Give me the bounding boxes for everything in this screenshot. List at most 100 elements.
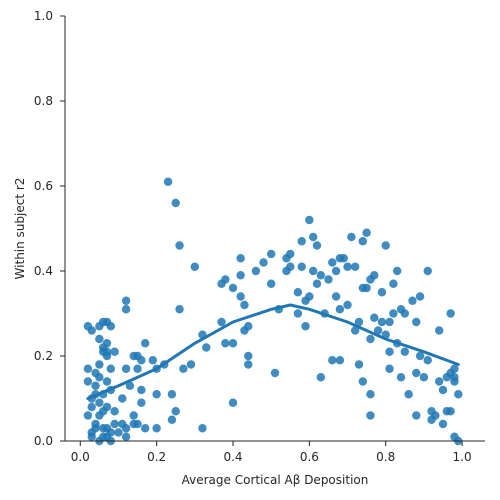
data-point (83, 364, 93, 373)
data-point (110, 407, 119, 416)
data-point (202, 343, 211, 352)
data-point (450, 373, 459, 382)
data-point (198, 424, 207, 433)
data-point (412, 411, 421, 420)
data-point (438, 385, 448, 395)
data-point (121, 432, 131, 441)
data-point (350, 262, 360, 271)
data-point (133, 419, 142, 429)
data-point (293, 309, 303, 318)
data-point (400, 347, 410, 356)
x-tick-label: 0.4 (223, 450, 242, 464)
data-point (446, 407, 455, 416)
data-point (102, 351, 112, 361)
data-point (121, 296, 131, 305)
data-point (347, 232, 356, 242)
data-point (373, 326, 383, 335)
data-point (366, 411, 375, 420)
data-point (354, 360, 364, 369)
data-point (415, 351, 425, 361)
data-point (83, 411, 93, 420)
data-point (404, 390, 413, 399)
data-point (423, 356, 432, 365)
data-point (228, 283, 238, 293)
data-point (179, 364, 188, 373)
data-point (171, 198, 180, 208)
data-point (335, 305, 345, 314)
data-point (286, 249, 295, 259)
data-point (362, 228, 371, 237)
data-point (370, 313, 379, 322)
y-tick-label: 0.8 (34, 94, 53, 108)
x-tick-label: 0.8 (376, 450, 395, 464)
x-tick-label: 0.0 (71, 450, 90, 464)
data-point (137, 385, 146, 395)
data-point (91, 381, 100, 390)
trend-line (86, 303, 460, 400)
x-axis-label: Average Cortical Aβ Deposition (182, 473, 369, 487)
data-point (106, 364, 116, 373)
data-point (362, 283, 371, 293)
data-point (266, 249, 276, 259)
data-point (152, 390, 161, 399)
data-point (377, 288, 387, 297)
data-point (244, 360, 253, 369)
data-point (87, 326, 96, 335)
data-point (102, 402, 112, 412)
data-point (305, 292, 314, 301)
data-point (251, 266, 261, 276)
x-axis-ticks: 0.0 0.2 0.4 0.6 0.8 1.0 (71, 441, 472, 464)
data-point (297, 237, 306, 246)
data-point (240, 300, 249, 310)
data-point (354, 317, 364, 327)
data-point (343, 262, 352, 271)
data-point (217, 317, 226, 327)
x-tick-label: 0.6 (300, 450, 319, 464)
data-point (106, 428, 116, 437)
data-point (389, 309, 398, 318)
data-point (370, 271, 379, 280)
data-point (110, 347, 119, 356)
data-point (408, 296, 417, 305)
data-point (350, 326, 360, 335)
data-point (137, 398, 146, 407)
data-point (121, 364, 131, 373)
data-point (454, 390, 463, 399)
data-point (331, 266, 341, 276)
data-point (438, 419, 448, 429)
data-point (175, 241, 184, 250)
data-point (87, 432, 96, 441)
data-point (175, 305, 184, 314)
data-point (95, 360, 104, 369)
data-point (221, 275, 230, 284)
data-point (381, 241, 390, 250)
data-point (339, 254, 348, 263)
data-point (140, 424, 150, 433)
data-point (95, 398, 104, 407)
data-point (228, 398, 238, 407)
data-point (95, 334, 104, 344)
data-point (434, 326, 444, 335)
data-point (297, 262, 306, 271)
data-point (385, 347, 394, 356)
data-point (385, 364, 394, 373)
data-point (114, 428, 123, 437)
data-point (125, 381, 135, 390)
data-point (328, 258, 337, 267)
data-point (396, 373, 406, 382)
data-point (118, 394, 127, 403)
data-point (446, 309, 455, 318)
data-point (190, 262, 200, 271)
data-point (366, 390, 375, 399)
data-point (137, 356, 146, 365)
data-point (236, 292, 245, 301)
y-axis-label: Within subject r2 (13, 178, 27, 280)
data-point (434, 377, 444, 386)
data-point (236, 271, 245, 280)
data-point (301, 322, 310, 331)
data-point (87, 402, 96, 412)
data-point (110, 419, 119, 429)
data-point (121, 305, 131, 314)
data-point (335, 356, 345, 365)
